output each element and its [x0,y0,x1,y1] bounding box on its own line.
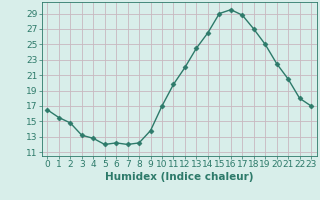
X-axis label: Humidex (Indice chaleur): Humidex (Indice chaleur) [105,172,253,182]
